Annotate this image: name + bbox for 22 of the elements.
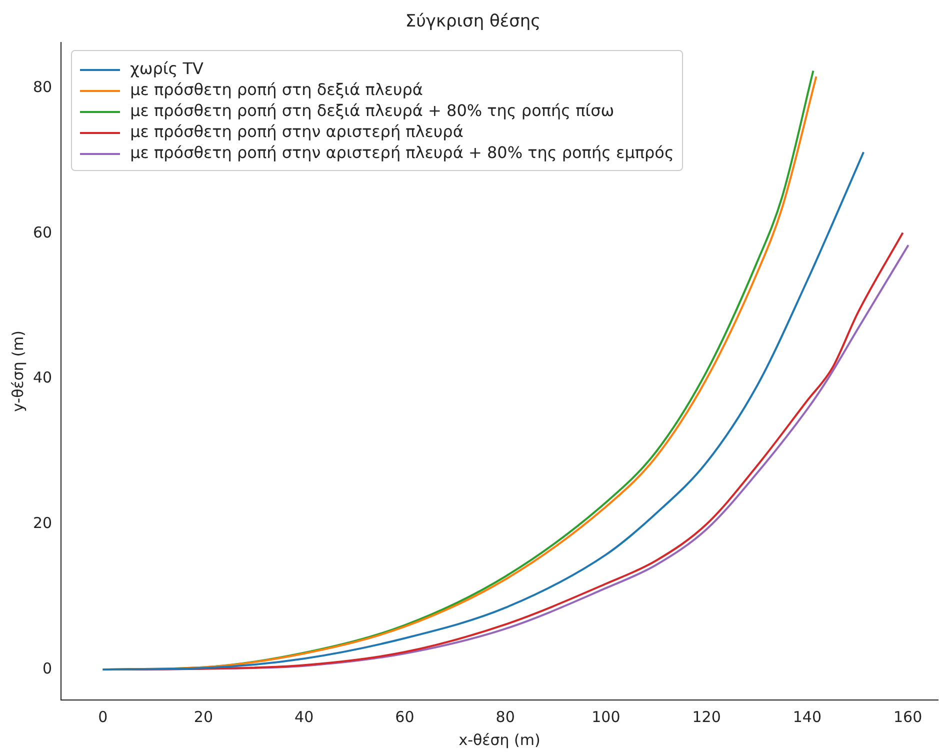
y-tick-label: 80 <box>32 78 52 96</box>
chart-title: Σύγκριση θέσης <box>405 12 541 32</box>
x-tick-label: 20 <box>194 708 214 726</box>
x-tick-label: 100 <box>592 708 620 726</box>
y-tick-label: 60 <box>32 223 52 242</box>
y-tick-label: 40 <box>32 368 52 387</box>
y-axis-title: y-θέση (m) <box>8 330 27 412</box>
legend-label: με πρόσθετη ροπή στη δεξιά πλευρά <box>130 80 423 100</box>
x-tick-label: 80 <box>496 708 515 726</box>
x-tick-label: 120 <box>692 708 721 726</box>
y-tick-label: 20 <box>32 514 52 532</box>
legend-label: χωρίς TV <box>130 59 204 78</box>
x-tick-label: 0 <box>98 708 108 726</box>
x-tick-label: 40 <box>294 708 314 726</box>
legend-label: με πρόσθετη ροπή στην αριστερή πλευρά <box>130 122 464 142</box>
x-tick-label: 140 <box>792 708 822 726</box>
y-tick-label: 0 <box>42 659 52 678</box>
x-tick-label: 160 <box>893 708 922 726</box>
legend-label: με πρόσθετη ροπή στη δεξιά πλευρά + 80% της ροπής πίσω <box>130 101 614 120</box>
x-axis-title: x-θέση (m) <box>458 730 540 749</box>
x-tick-label: 60 <box>395 708 414 726</box>
legend-label: με πρόσθετη ροπή στην αριστερή πλευρά + 80% της ροπής εμπρός <box>130 143 674 162</box>
